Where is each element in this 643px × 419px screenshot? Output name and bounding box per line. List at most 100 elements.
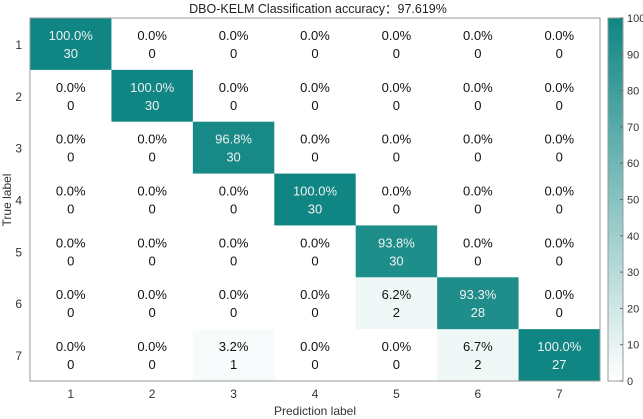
x-tick-label: 4 xyxy=(312,387,319,401)
matrix-cell xyxy=(111,121,194,175)
cell-count: 0 xyxy=(556,202,563,217)
cell-count: 28 xyxy=(471,305,485,320)
matrix-cell xyxy=(192,69,275,123)
cell-percent: 0.0% xyxy=(300,235,330,250)
matrix-cell xyxy=(437,277,520,330)
colorbar-tick-label: 90 xyxy=(627,49,639,61)
colorbar-tick-label: 10 xyxy=(627,340,639,352)
matrix-cell xyxy=(274,329,357,382)
matrix-cell xyxy=(192,18,275,71)
matrix-cell xyxy=(274,277,357,330)
matrix-cell xyxy=(111,69,194,123)
matrix-cell xyxy=(437,121,520,175)
matrix-cell xyxy=(192,277,275,330)
cell-percent: 0.0% xyxy=(463,80,493,95)
cell-percent: 0.0% xyxy=(219,235,249,250)
cell-percent: 93.8% xyxy=(378,235,415,250)
matrix-cell xyxy=(355,277,438,330)
cell-percent: 0.0% xyxy=(544,235,574,250)
cell-count: 0 xyxy=(230,253,237,268)
matrix-cell xyxy=(30,69,112,123)
matrix-cell xyxy=(437,18,520,71)
cell-count: 0 xyxy=(556,305,563,320)
cell-percent: 0.0% xyxy=(219,80,249,95)
cell-count: 0 xyxy=(393,357,400,372)
colorbar-tick-label: 30 xyxy=(627,267,639,279)
cell-percent: 100.0% xyxy=(293,184,338,199)
colorbar-tick-label: 50 xyxy=(627,195,639,207)
cell-count: 2 xyxy=(474,357,481,372)
matrix-cell xyxy=(518,225,601,278)
matrix-cell xyxy=(355,173,438,226)
matrix-cell xyxy=(518,18,601,71)
cell-percent: 0.0% xyxy=(463,28,493,43)
cell-percent: 0.0% xyxy=(463,235,493,250)
cell-percent: 0.0% xyxy=(463,184,493,199)
matrix-cell xyxy=(192,225,275,278)
cell-percent: 93.3% xyxy=(459,287,496,302)
cell-percent: 96.8% xyxy=(215,132,252,147)
cell-percent: 0.0% xyxy=(137,28,167,43)
cell-count: 30 xyxy=(226,150,240,165)
cell-count: 0 xyxy=(149,150,156,165)
cell-count: 0 xyxy=(311,150,318,165)
cell-count: 0 xyxy=(393,98,400,113)
matrix-cell xyxy=(30,329,112,382)
matrix-cell xyxy=(111,329,194,382)
cell-count: 0 xyxy=(149,202,156,217)
y-tick-label: 7 xyxy=(15,349,22,363)
cell-count: 0 xyxy=(393,202,400,217)
matrix-cell xyxy=(437,69,520,123)
cell-count: 0 xyxy=(474,98,481,113)
matrix-cell xyxy=(111,277,194,330)
cell-percent: 0.0% xyxy=(382,339,412,354)
cell-count: 0 xyxy=(67,150,74,165)
matrix-cell xyxy=(518,329,601,382)
matrix-cell xyxy=(30,225,112,278)
cell-percent: 0.0% xyxy=(544,184,574,199)
cell-count: 0 xyxy=(311,98,318,113)
cell-percent: 0.0% xyxy=(56,287,86,302)
cell-percent: 0.0% xyxy=(56,132,86,147)
matrix-cell xyxy=(437,329,520,382)
cell-count: 30 xyxy=(63,46,77,61)
cell-count: 0 xyxy=(67,305,74,320)
y-tick-label: 3 xyxy=(15,142,22,156)
matrix-cell xyxy=(437,225,520,278)
colorbar-tick-label: 60 xyxy=(627,158,639,170)
matrix-cell xyxy=(355,329,438,382)
colorbar-tick-label: 80 xyxy=(627,86,639,98)
matrix-cell xyxy=(30,121,112,175)
cell-percent: 0.0% xyxy=(382,132,412,147)
matrix-cell xyxy=(111,18,194,71)
cell-count: 0 xyxy=(67,357,74,372)
cell-percent: 0.0% xyxy=(219,28,249,43)
x-tick-label: 5 xyxy=(393,387,400,401)
cell-count: 30 xyxy=(145,98,159,113)
cell-percent: 0.0% xyxy=(137,339,167,354)
cell-percent: 0.0% xyxy=(56,80,86,95)
cell-percent: 0.0% xyxy=(56,339,86,354)
cell-percent: 0.0% xyxy=(300,287,330,302)
cell-count: 0 xyxy=(556,46,563,61)
cell-count: 30 xyxy=(389,253,403,268)
matrix-cell xyxy=(30,18,112,71)
cell-count: 0 xyxy=(474,253,481,268)
x-tick-label: 2 xyxy=(149,387,156,401)
x-tick-label: 6 xyxy=(475,387,482,401)
cell-percent: 0.0% xyxy=(463,132,493,147)
matrix-cell xyxy=(30,173,112,226)
cell-count: 0 xyxy=(311,253,318,268)
colorbar-tick-label: 20 xyxy=(627,303,639,315)
cell-percent: 0.0% xyxy=(219,184,249,199)
cell-percent: 0.0% xyxy=(382,28,412,43)
cell-count: 0 xyxy=(311,46,318,61)
matrix-cell xyxy=(111,173,194,226)
cell-count: 0 xyxy=(556,98,563,113)
chart-title: DBO-KELM Classification accuracy：97.619% xyxy=(189,2,447,16)
matrix-cell xyxy=(355,121,438,175)
cell-count: 0 xyxy=(474,46,481,61)
matrix-cell xyxy=(518,69,601,123)
cell-count: 0 xyxy=(67,202,74,217)
